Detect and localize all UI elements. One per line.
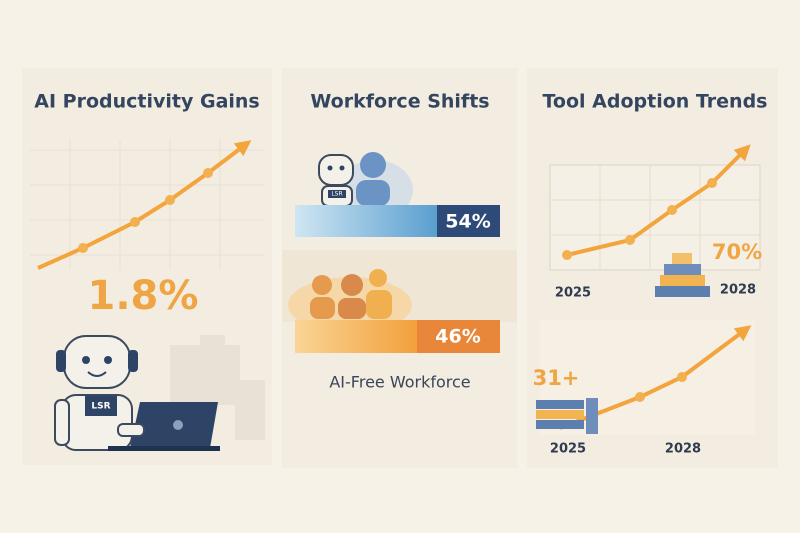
panel-title: AI Productivity Gains [34,91,259,113]
stat: 31+ [533,366,580,390]
blocks-rect [655,286,710,297]
panel-title: Workforce Shifts [310,91,489,113]
caption: AI-Free Workforce [329,373,470,392]
books-rect [536,400,584,409]
robot-rect [54,399,70,446]
bar [295,205,437,237]
badge: LSR [91,402,110,412]
people-circle [312,275,332,295]
badge: LSR [331,191,342,198]
bar-label: 54% [445,211,490,233]
robot-small-rect [318,154,354,186]
year-label: 2025 [555,286,591,301]
robot: LSR [54,335,138,451]
background-shapes [170,335,265,440]
laptop-rect [108,446,220,451]
year-label: 2025 [550,442,586,457]
books-rect [536,420,584,429]
stat: 70% [712,240,762,264]
blocks [655,253,710,297]
trend-points-circle [625,235,635,245]
trend-points-circle [130,217,140,227]
robot-rect [63,335,131,389]
trend-points [78,168,213,253]
trend-points-circle [707,178,717,188]
trend-points-circle [667,205,677,215]
robot-rect [85,396,117,416]
trend-points-circle [165,195,175,205]
person [356,152,390,206]
trend-points [635,372,687,402]
trend-points-circle [677,372,687,382]
laptop-rect [117,423,145,437]
robot-path [87,371,107,377]
robot-small-rect [328,190,346,198]
books-rect [536,410,584,419]
people-rect [310,297,335,319]
year-label: 2028 [665,442,701,457]
background-shapes-rect [235,380,265,440]
trend-points-circle [635,392,645,402]
books-rect [586,398,598,434]
blocks-rect [664,264,701,275]
trend-line [559,325,752,430]
people [310,269,392,319]
robot-small-circle [327,165,333,171]
bar-label: 46% [435,326,480,348]
background-shapes-rect [200,335,225,365]
robot-small: LSR [318,154,354,207]
year-label: 2028 [720,283,756,298]
robot-rect [128,350,138,372]
person-circle [360,152,386,178]
blocks-rect [660,275,705,286]
robot-small-circle [339,165,345,171]
books [536,398,598,434]
stat: 1.8% [88,273,199,319]
people-rect [366,290,392,319]
panel-title: Tool Adoption Trends [543,91,768,113]
laptop-circle [173,420,183,430]
bar [295,320,417,353]
bar-label-box [437,205,500,237]
trend-points-circle [562,250,572,260]
robot-circle [82,356,90,364]
robot-circle [104,356,112,364]
grid [550,165,760,270]
people-rect [338,298,366,319]
bar-label-box [417,320,500,353]
people-circle [341,274,363,296]
robot-rect [56,350,66,372]
blocks-rect [672,253,692,264]
trend-line [37,140,252,270]
people-circle [369,269,387,287]
trend-points-circle [78,243,88,253]
laptop [108,402,220,451]
trend-points-circle [203,168,213,178]
trend-points [562,178,717,260]
person-rect [356,180,390,206]
